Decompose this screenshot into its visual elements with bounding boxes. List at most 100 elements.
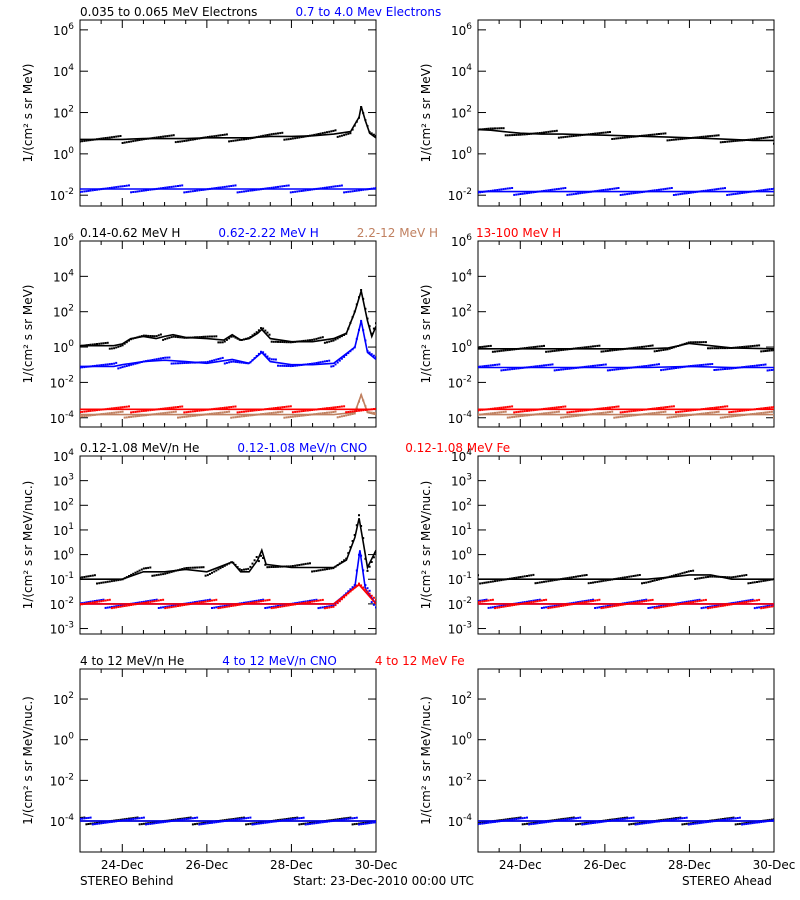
series-point bbox=[645, 365, 648, 367]
series-point bbox=[262, 408, 265, 411]
series-point bbox=[717, 575, 720, 578]
series-point bbox=[506, 134, 509, 137]
series-point bbox=[270, 358, 273, 361]
series-point bbox=[743, 823, 746, 826]
series-point bbox=[330, 340, 333, 343]
series-point bbox=[119, 605, 122, 608]
series-point bbox=[732, 140, 735, 143]
series-point bbox=[511, 818, 514, 821]
series-point bbox=[375, 598, 376, 601]
series-point bbox=[589, 190, 592, 193]
series-point bbox=[700, 599, 703, 602]
series-point bbox=[91, 409, 94, 412]
series-point bbox=[549, 363, 552, 366]
series-point bbox=[598, 412, 601, 415]
series-point bbox=[128, 140, 130, 143]
series-point bbox=[366, 590, 369, 593]
series-point bbox=[564, 348, 567, 351]
series-point bbox=[343, 596, 346, 599]
series-point bbox=[732, 601, 735, 604]
series-point bbox=[696, 577, 699, 580]
series-point bbox=[230, 185, 233, 187]
series-point bbox=[340, 357, 343, 360]
series-point bbox=[125, 604, 128, 607]
series-point bbox=[773, 406, 774, 408]
series-point bbox=[575, 817, 577, 820]
series-point bbox=[592, 599, 594, 602]
series-point bbox=[581, 823, 584, 826]
series-point bbox=[768, 411, 771, 413]
series-point bbox=[262, 351, 265, 354]
series-point bbox=[142, 567, 145, 570]
series-point bbox=[583, 574, 586, 577]
series-point bbox=[85, 575, 88, 578]
series-point bbox=[174, 406, 177, 409]
series-point bbox=[662, 411, 665, 413]
series-point bbox=[604, 131, 607, 134]
series-point bbox=[534, 822, 537, 825]
series-point bbox=[726, 367, 729, 370]
series-point bbox=[113, 820, 116, 823]
series-point bbox=[270, 566, 273, 568]
series-point bbox=[579, 816, 582, 819]
series-point bbox=[189, 336, 192, 339]
series-point bbox=[162, 187, 165, 189]
series-point bbox=[375, 551, 376, 554]
series-point bbox=[738, 192, 741, 195]
series-point bbox=[594, 364, 597, 367]
series-point bbox=[300, 190, 303, 192]
series-point bbox=[358, 296, 360, 299]
series-point bbox=[704, 189, 707, 192]
series-point bbox=[698, 599, 701, 602]
series-point bbox=[481, 191, 484, 193]
series-point bbox=[572, 135, 575, 137]
series-point bbox=[134, 603, 137, 606]
series-point bbox=[511, 134, 514, 137]
series-point bbox=[487, 408, 490, 411]
series-point bbox=[206, 822, 209, 825]
series-point bbox=[585, 574, 588, 576]
series-point bbox=[294, 410, 297, 413]
series-point bbox=[198, 409, 201, 412]
series-point bbox=[123, 405, 126, 408]
series-point bbox=[481, 600, 484, 603]
series-point bbox=[142, 414, 145, 417]
series-point bbox=[745, 345, 748, 348]
series-point bbox=[762, 411, 765, 414]
series-point bbox=[508, 604, 511, 607]
series-point bbox=[128, 339, 130, 342]
series-point bbox=[215, 821, 218, 824]
series-point bbox=[566, 604, 569, 606]
series-point bbox=[172, 335, 175, 338]
series-point bbox=[177, 416, 179, 419]
series-point bbox=[326, 407, 328, 410]
series-point bbox=[483, 345, 486, 348]
series-point bbox=[709, 363, 712, 366]
series-point bbox=[498, 579, 501, 582]
series-point bbox=[264, 821, 267, 824]
series-point bbox=[589, 581, 592, 584]
series-point bbox=[113, 347, 116, 350]
series-point bbox=[370, 187, 373, 190]
series-point bbox=[753, 190, 756, 193]
series-point bbox=[707, 820, 709, 823]
series-point bbox=[215, 335, 218, 338]
series-point bbox=[83, 344, 86, 347]
series-point bbox=[221, 407, 224, 409]
series-point bbox=[228, 604, 231, 607]
series-point bbox=[349, 413, 352, 416]
series-point bbox=[372, 411, 375, 414]
series-point bbox=[240, 603, 243, 606]
series-point bbox=[136, 190, 139, 193]
series-point bbox=[668, 818, 671, 821]
series-point bbox=[685, 414, 688, 417]
series-point bbox=[245, 362, 248, 365]
series-point bbox=[204, 574, 207, 577]
series-point bbox=[489, 580, 492, 583]
series-point bbox=[575, 414, 577, 417]
y-tick-label: 100 bbox=[53, 732, 74, 748]
series-point bbox=[557, 410, 560, 413]
series-point bbox=[153, 600, 156, 603]
series-point bbox=[230, 140, 233, 143]
